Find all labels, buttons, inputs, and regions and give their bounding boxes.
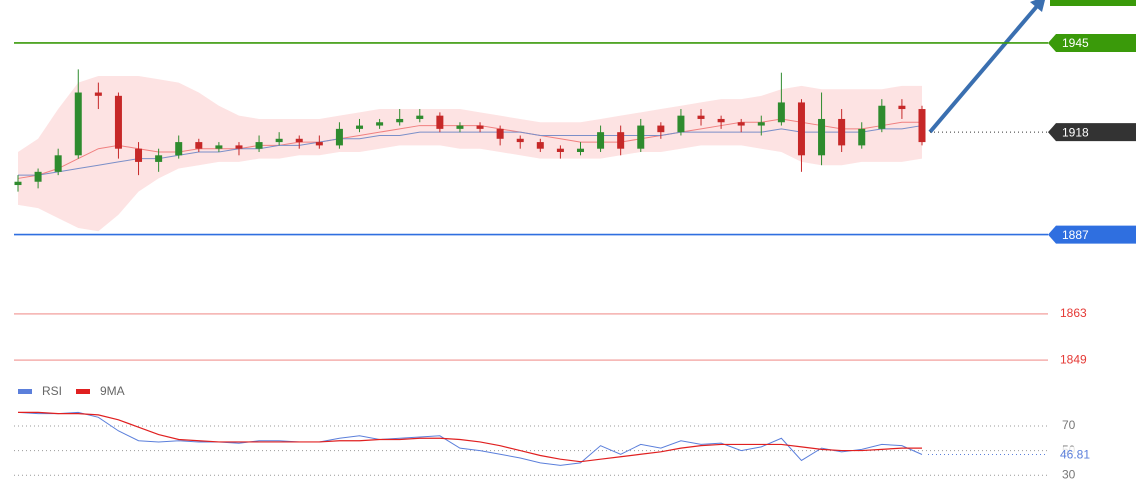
level-badge — [1048, 123, 1136, 142]
candle-body — [556, 148, 564, 152]
indicator-line — [18, 411, 922, 463]
candle-body — [34, 171, 42, 182]
level-label: 1863 — [1060, 306, 1087, 320]
moving-average — [17, 118, 922, 179]
candle-body — [576, 148, 584, 152]
candle-body — [456, 125, 464, 129]
candle-body — [797, 102, 805, 156]
candle-body — [637, 125, 645, 149]
candle-body — [597, 132, 605, 149]
candle-body — [114, 95, 122, 149]
candle-body — [918, 109, 926, 143]
candle-body — [275, 138, 283, 143]
indicator-line — [17, 411, 923, 466]
candle-body — [74, 92, 82, 156]
candle-body — [536, 142, 544, 149]
legend-swatch — [76, 389, 90, 394]
candle-body — [235, 145, 243, 149]
candle-body — [476, 125, 484, 129]
candle-body — [396, 118, 404, 123]
candle-body — [356, 125, 364, 129]
candle-body — [516, 138, 524, 143]
candle-body — [858, 128, 866, 146]
candle-body — [255, 142, 263, 149]
candle-body — [376, 122, 384, 126]
candle-body — [195, 142, 203, 149]
candle-body — [697, 115, 705, 119]
candle-body — [54, 155, 62, 172]
candle-body — [416, 115, 424, 119]
candle-body — [436, 115, 444, 129]
arrow-head — [1030, 0, 1045, 12]
candle-body — [818, 118, 826, 156]
level-label: 1887 — [1062, 228, 1089, 242]
candle-body — [215, 145, 223, 149]
candle-body — [315, 142, 323, 146]
candle-body — [677, 115, 685, 133]
moving-average — [18, 125, 923, 176]
candle-body — [878, 105, 886, 129]
legend-label: RSI — [42, 384, 62, 398]
candle-body — [717, 118, 725, 123]
candle-body — [657, 125, 665, 133]
candle-body — [295, 138, 303, 143]
level-badge — [1048, 33, 1136, 52]
candle-body — [757, 122, 765, 126]
current-rsi-bg — [1056, 446, 1100, 463]
y-tick-label: 70 — [1062, 418, 1076, 432]
current-rsi-label: 46.81 — [1060, 448, 1090, 462]
candle-body — [14, 181, 22, 186]
candle-body — [898, 105, 906, 110]
candle-body — [737, 122, 745, 126]
bollinger-band — [18, 76, 922, 232]
level-badge — [1048, 225, 1136, 244]
candle-body — [335, 128, 343, 146]
candle-body — [838, 118, 846, 146]
level-label: 1849 — [1060, 352, 1087, 366]
candle-body — [777, 102, 785, 123]
candle-body — [155, 155, 163, 162]
level-label: 1918 — [1062, 125, 1089, 139]
candle-body — [135, 148, 143, 162]
candle-body — [496, 128, 504, 139]
candle-body — [94, 92, 102, 96]
y-tick-label: 30 — [1062, 467, 1076, 481]
offscreen-badge — [1050, 0, 1136, 6]
trend-arrow — [928, 3, 1040, 134]
legend-swatch — [18, 389, 32, 394]
legend-label: 9MA — [100, 384, 125, 398]
candle-body — [617, 132, 625, 149]
level-label: 1945 — [1062, 36, 1089, 50]
candle-body — [175, 142, 183, 156]
